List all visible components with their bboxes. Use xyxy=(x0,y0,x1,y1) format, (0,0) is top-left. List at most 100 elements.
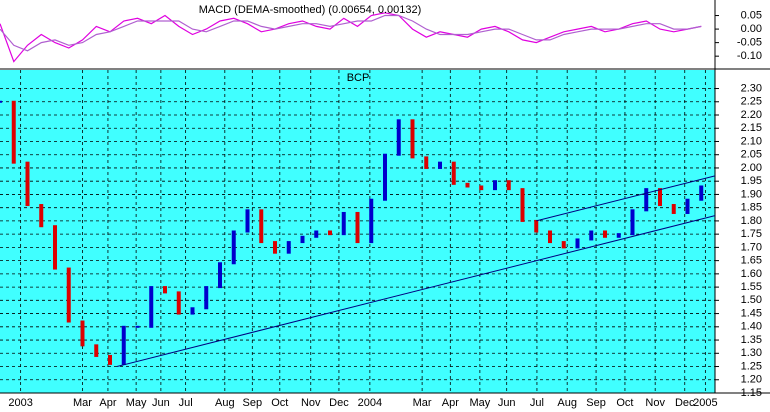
price-bar xyxy=(108,354,112,365)
y-tick-label: 1.80 xyxy=(741,215,762,227)
x-tick-label: Jul xyxy=(179,397,193,409)
x-tick-label: Jun xyxy=(152,397,170,409)
price-bar xyxy=(300,235,305,244)
price-bar xyxy=(0,100,2,103)
x-tick-label: Oct xyxy=(616,397,633,409)
price-bar xyxy=(273,241,277,254)
price-bar xyxy=(616,233,621,238)
price-bar xyxy=(190,307,195,315)
y-tick-label: 1.90 xyxy=(741,188,762,200)
price-bar xyxy=(80,320,85,347)
price-bar xyxy=(39,204,44,228)
price-bar xyxy=(438,161,442,169)
y-tick-label: 1.15 xyxy=(741,387,762,399)
price-bar xyxy=(25,161,30,207)
y-tick-label: 1.75 xyxy=(741,228,762,240)
price-bar xyxy=(204,286,209,310)
x-tick-label: Nov xyxy=(301,397,321,409)
y-tick-label: 0.05 xyxy=(741,9,762,21)
price-bar xyxy=(383,153,387,201)
price-bar xyxy=(575,238,580,249)
price-bar xyxy=(218,262,222,289)
y-tick-label: 1.85 xyxy=(741,202,762,214)
x-tick-label: Mar xyxy=(73,397,92,409)
x-tick-label: Sep xyxy=(243,397,263,409)
x-tick-label: May xyxy=(126,397,147,409)
price-bar xyxy=(135,325,140,328)
x-tick-label: Jun xyxy=(498,397,516,409)
y-tick-label: 1.95 xyxy=(741,175,762,187)
price-bar xyxy=(341,211,346,236)
x-tick-label: Sep xyxy=(586,397,606,409)
price-bar xyxy=(520,188,525,222)
y-tick-label: 2.10 xyxy=(741,135,762,147)
x-tick-label: 2003 xyxy=(8,397,32,409)
y-tick-label: 1.25 xyxy=(741,360,762,372)
y-tick-label: 1.45 xyxy=(741,307,762,319)
y-tick-label: 2.05 xyxy=(741,149,762,161)
y-tick-label: 1.65 xyxy=(741,255,762,267)
price-bar xyxy=(493,180,497,191)
x-tick-label: Mar xyxy=(413,397,432,409)
macd-title: MACD (DEMA-smoothed) (0.00654, 0.00132) xyxy=(199,4,422,16)
price-bar xyxy=(231,230,236,265)
price-title: BCP xyxy=(347,72,370,84)
y-tick-label: 0.00 xyxy=(741,23,762,35)
y-tick-label: 1.35 xyxy=(741,334,762,346)
price-bar xyxy=(121,325,126,365)
x-tick-label: Apr xyxy=(442,397,459,409)
price-bar xyxy=(245,209,250,233)
price-bar xyxy=(53,225,57,270)
price-bar xyxy=(176,291,181,315)
price-bar xyxy=(603,230,607,238)
x-tick-label: Dec xyxy=(329,397,349,409)
y-tick-label: 2.25 xyxy=(741,96,762,108)
y-tick-label: -0.05 xyxy=(737,37,762,49)
y-tick-label: -0.10 xyxy=(737,50,762,62)
trend-line xyxy=(116,215,716,368)
price-bar xyxy=(671,204,676,214)
price-bar xyxy=(11,100,16,164)
y-tick-label: 2.00 xyxy=(741,162,762,174)
y-tick-label: 1.60 xyxy=(741,268,762,280)
x-tick-label: Oct xyxy=(271,397,288,409)
price-bar xyxy=(355,211,360,244)
x-tick-label: Nov xyxy=(645,397,665,409)
y-tick-label: 1.20 xyxy=(741,374,762,386)
y-tick-label: 2.20 xyxy=(741,109,762,121)
price-bar xyxy=(479,185,484,191)
price-bar xyxy=(561,241,566,249)
x-tick-label: Dec xyxy=(675,397,695,409)
price-bar xyxy=(396,119,401,156)
price-bar xyxy=(465,182,470,188)
price-bar xyxy=(534,219,539,233)
y-tick-label: 1.50 xyxy=(741,294,762,306)
x-tick-label: May xyxy=(469,397,490,409)
trend-line xyxy=(536,175,716,222)
price-bar xyxy=(163,286,167,294)
price-bar xyxy=(548,230,552,244)
y-tick-label: 2.30 xyxy=(741,82,762,94)
price-bar xyxy=(644,188,649,212)
y-tick-label: 1.70 xyxy=(741,241,762,253)
price-bar xyxy=(259,209,264,244)
y-tick-label: 2.15 xyxy=(741,122,762,134)
x-tick-label: Aug xyxy=(557,397,577,409)
price-bar xyxy=(314,230,319,238)
y-tick-label: 1.30 xyxy=(741,347,762,359)
plot-layer: 0.05 0.00 -0.05-0.10 2.30 2.252.202.152.10 2.… xyxy=(0,9,762,409)
x-tick-label: Apr xyxy=(99,397,116,409)
macd-line xyxy=(0,14,702,52)
price-bar xyxy=(658,188,662,207)
price-bar xyxy=(286,241,291,254)
price-bar xyxy=(149,286,154,328)
price-bar xyxy=(410,119,415,159)
x-tick-label: Aug xyxy=(215,397,235,409)
price-bar xyxy=(589,230,594,241)
price-bar xyxy=(699,185,704,201)
price-bar xyxy=(369,198,374,244)
price-bar xyxy=(94,344,99,357)
price-bar xyxy=(506,180,511,191)
price-bar xyxy=(451,161,456,185)
